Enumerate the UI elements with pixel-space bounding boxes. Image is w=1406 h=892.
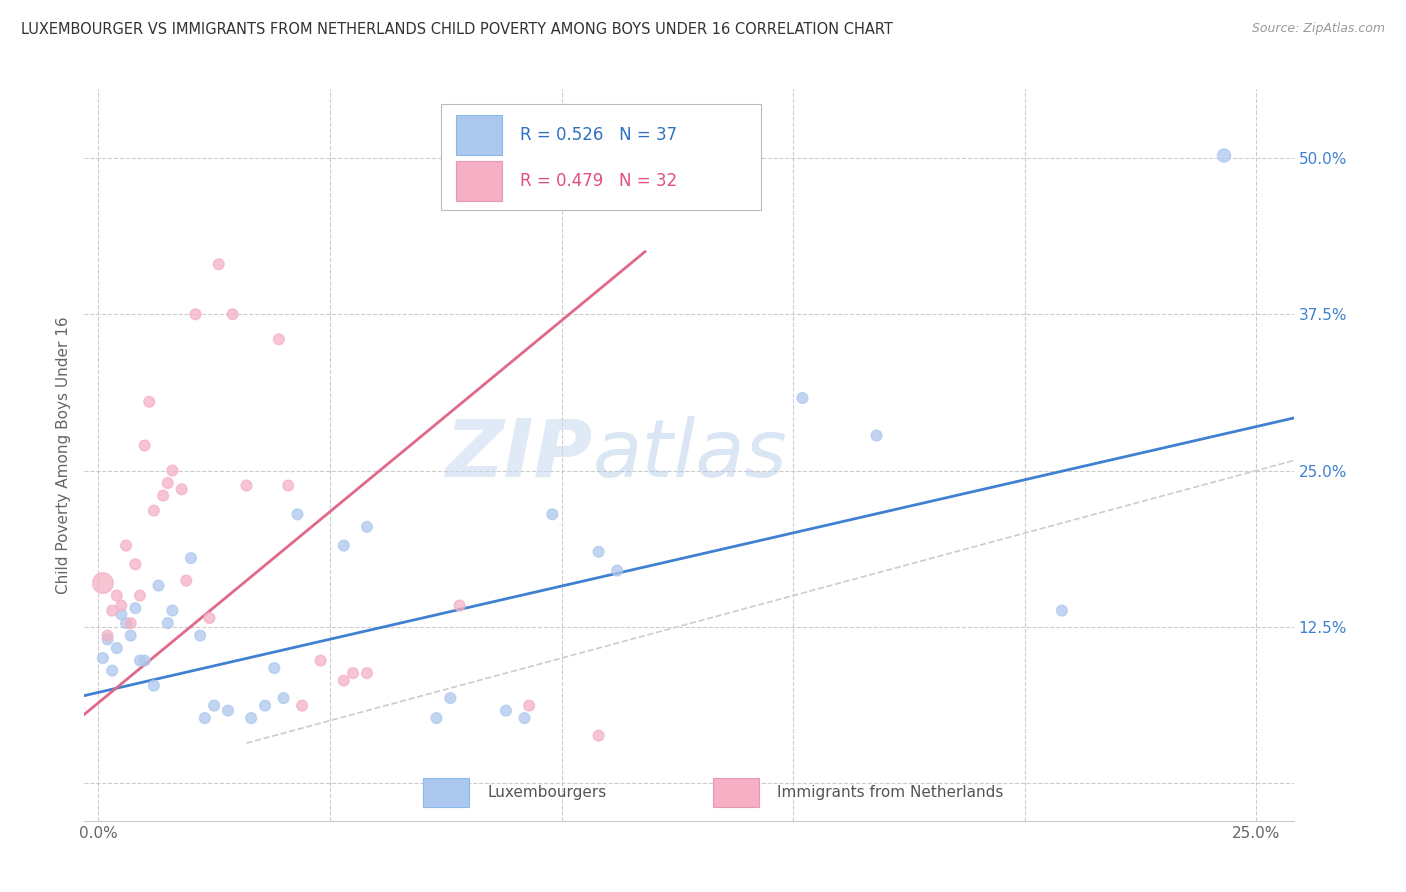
Point xyxy=(115,616,138,631)
Point xyxy=(495,704,517,718)
Point xyxy=(91,576,114,591)
Point xyxy=(425,711,447,725)
Point xyxy=(273,691,295,706)
Point xyxy=(180,551,202,566)
Point xyxy=(188,629,211,643)
Point xyxy=(198,611,221,625)
Point xyxy=(792,391,814,405)
Text: ZIP: ZIP xyxy=(444,416,592,494)
Point xyxy=(588,729,610,743)
Bar xyxy=(713,778,759,807)
Point xyxy=(174,574,197,588)
Point xyxy=(1050,604,1073,618)
Point xyxy=(124,601,146,615)
Point xyxy=(342,666,364,681)
Point xyxy=(120,629,142,643)
Point xyxy=(96,629,118,643)
Text: Luxembourgers: Luxembourgers xyxy=(486,785,606,800)
Point xyxy=(588,545,610,559)
Text: LUXEMBOURGER VS IMMIGRANTS FROM NETHERLANDS CHILD POVERTY AMONG BOYS UNDER 16 CO: LUXEMBOURGER VS IMMIGRANTS FROM NETHERLA… xyxy=(21,22,893,37)
Point xyxy=(277,478,299,492)
Point xyxy=(333,539,356,553)
Point xyxy=(184,307,207,321)
Point xyxy=(101,604,124,618)
Point xyxy=(254,698,277,713)
Text: Source: ZipAtlas.com: Source: ZipAtlas.com xyxy=(1251,22,1385,36)
Point xyxy=(513,711,536,725)
Point xyxy=(129,654,152,668)
Point xyxy=(170,483,193,497)
Point xyxy=(356,520,378,534)
Point xyxy=(217,704,239,718)
Point xyxy=(291,698,314,713)
Bar xyxy=(456,115,502,155)
Point xyxy=(105,589,128,603)
Text: atlas: atlas xyxy=(592,416,787,494)
Point xyxy=(96,632,118,647)
Point xyxy=(91,651,114,665)
Bar xyxy=(456,161,502,201)
Point xyxy=(267,332,290,346)
Point xyxy=(1213,148,1236,162)
Point xyxy=(606,564,628,578)
Point xyxy=(162,464,184,478)
Point xyxy=(138,394,160,409)
Point xyxy=(240,711,263,725)
Point xyxy=(202,698,225,713)
Point xyxy=(449,599,471,613)
Point xyxy=(124,558,146,572)
Point xyxy=(235,478,257,492)
Point xyxy=(110,607,132,622)
Point xyxy=(221,307,243,321)
Point xyxy=(541,508,564,522)
Point xyxy=(101,664,124,678)
Point xyxy=(142,679,165,693)
Point xyxy=(156,476,179,491)
Y-axis label: Child Poverty Among Boys Under 16: Child Poverty Among Boys Under 16 xyxy=(56,316,72,594)
Point xyxy=(115,539,138,553)
Point xyxy=(105,641,128,656)
Text: Immigrants from Netherlands: Immigrants from Netherlands xyxy=(778,785,1004,800)
Bar xyxy=(423,778,468,807)
Point xyxy=(263,661,285,675)
Point xyxy=(142,503,165,517)
Point xyxy=(110,599,132,613)
Point xyxy=(208,257,231,271)
Point xyxy=(156,616,179,631)
Point xyxy=(162,604,184,618)
Point xyxy=(309,654,332,668)
Point xyxy=(134,438,156,452)
FancyBboxPatch shape xyxy=(441,103,762,210)
Point xyxy=(152,489,174,503)
Point xyxy=(439,691,461,706)
Text: R = 0.526   N = 37: R = 0.526 N = 37 xyxy=(520,126,676,144)
Point xyxy=(287,508,309,522)
Point xyxy=(148,578,170,592)
Point xyxy=(134,654,156,668)
Point xyxy=(194,711,217,725)
Point xyxy=(517,698,540,713)
Point xyxy=(333,673,356,688)
Point xyxy=(120,616,142,631)
Point xyxy=(865,428,887,442)
Point xyxy=(356,666,378,681)
Point xyxy=(129,589,152,603)
Text: R = 0.479   N = 32: R = 0.479 N = 32 xyxy=(520,172,676,190)
